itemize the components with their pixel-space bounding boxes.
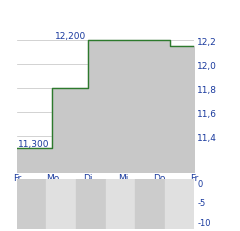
Text: 11,300: 11,300 bbox=[18, 139, 49, 148]
Bar bbox=[106, 179, 135, 229]
Bar bbox=[76, 179, 106, 229]
Bar bbox=[17, 179, 46, 229]
Bar bbox=[165, 179, 194, 229]
Bar bbox=[135, 179, 165, 229]
Bar bbox=[46, 179, 76, 229]
Text: 12,200: 12,200 bbox=[55, 32, 86, 41]
